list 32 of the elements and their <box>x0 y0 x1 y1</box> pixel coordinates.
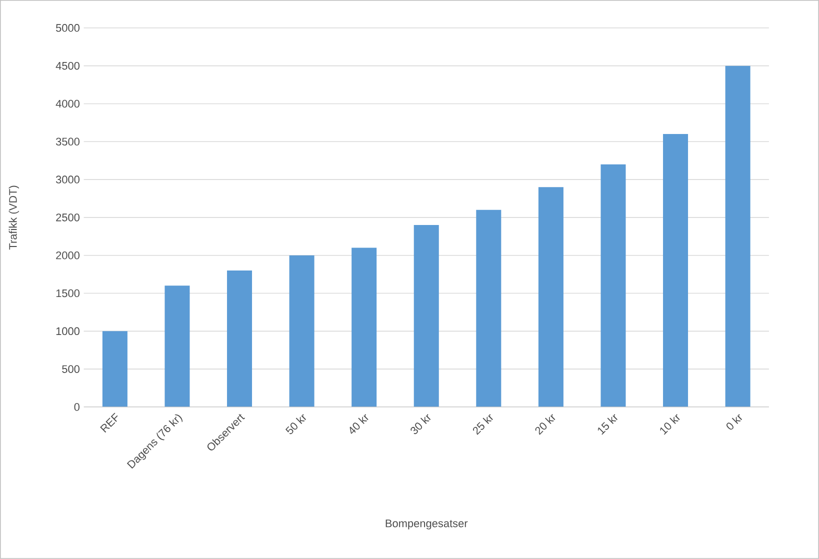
bar <box>476 210 502 408</box>
y-tick-label: 500 <box>62 365 80 373</box>
bar <box>663 134 688 408</box>
x-axis-title: Bompengesatser <box>386 520 468 530</box>
bar <box>414 225 439 408</box>
bar <box>102 331 128 408</box>
y-tick-label: 3500 <box>56 138 80 146</box>
y-axis-title: Trafikk (VDT) <box>8 186 20 250</box>
x-tick-label: 25 kr <box>472 414 493 435</box>
bar <box>227 270 252 408</box>
y-tick-label: 4500 <box>56 62 80 70</box>
x-tick-label: 40 kr <box>350 414 368 434</box>
y-tick-label: 3000 <box>56 176 80 184</box>
bar <box>352 248 377 408</box>
bar <box>289 255 314 408</box>
y-tick-label: 1500 <box>56 289 80 298</box>
bar <box>725 66 750 408</box>
y-tick-label: 4000 <box>56 100 80 108</box>
x-tick-label: 20 kr <box>535 414 556 435</box>
bar <box>538 187 564 408</box>
y-tick-label: 0 <box>74 403 80 411</box>
bar <box>164 286 190 408</box>
bar <box>600 164 626 408</box>
x-tick-label: 30 kr <box>410 414 431 434</box>
y-tick-label: 1000 <box>56 327 80 336</box>
x-tick-label: 0 kr <box>726 414 742 430</box>
x-tick-label: 15 kr <box>598 414 618 435</box>
x-tick-label: 10 kr <box>660 414 680 435</box>
y-tick-label: 2500 <box>56 214 80 222</box>
y-tick-label: 2000 <box>56 252 80 260</box>
x-tick-label: 50 kr <box>285 414 306 434</box>
y-tick-label: 5000 <box>56 24 80 32</box>
